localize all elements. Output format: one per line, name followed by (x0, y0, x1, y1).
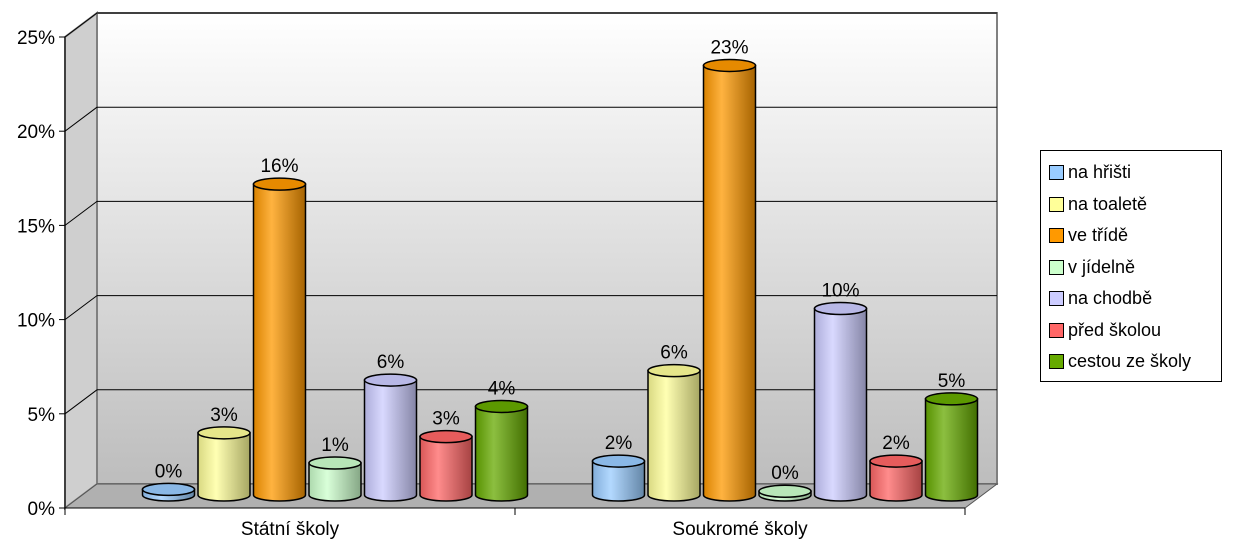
bar (474, 399, 529, 502)
y-tick-label: 0% (28, 499, 56, 520)
gridline-side (64, 106, 98, 132)
bar-top (363, 373, 418, 387)
data-label: 6% (377, 352, 405, 373)
legend-item: v jídelně (1049, 252, 1221, 284)
bar (141, 482, 196, 502)
legend-swatch (1049, 354, 1064, 370)
legend-item: před školou (1049, 315, 1221, 347)
data-label: 0% (771, 463, 799, 484)
gridline-side (64, 200, 98, 226)
bar-top (647, 363, 701, 378)
data-label: 3% (432, 409, 460, 430)
bar-body (252, 183, 307, 502)
legend-swatch (1049, 228, 1064, 244)
bar-top (591, 454, 646, 468)
y-tick-label: 25% (17, 28, 55, 49)
legend-item: na hřišti (1049, 157, 1221, 189)
bar-top (924, 392, 979, 406)
bar (363, 373, 418, 502)
bar (197, 426, 251, 502)
legend-label: na toaletě (1068, 193, 1148, 214)
data-label: 6% (660, 343, 688, 364)
bar (591, 454, 646, 502)
y-tick-label: 20% (17, 122, 55, 143)
legend-item: na toaletě (1049, 189, 1221, 221)
gridline-side (64, 295, 98, 321)
legend-label: na hřišti (1068, 162, 1132, 183)
legend-swatch (1049, 196, 1064, 212)
bar (702, 58, 757, 502)
bar-body (702, 64, 757, 502)
gridline-side (64, 12, 98, 38)
bar-top (758, 484, 812, 498)
data-label: 1% (321, 435, 349, 456)
bar (869, 454, 923, 502)
bar-body (197, 432, 251, 502)
bar (252, 177, 307, 502)
bar-top (702, 58, 757, 73)
bar (813, 301, 868, 502)
data-label: 0% (155, 461, 183, 482)
y-tick-label: 15% (17, 216, 55, 237)
data-label: 23% (710, 37, 748, 58)
y-tick-label: 5% (28, 405, 56, 426)
data-label: 3% (210, 405, 238, 426)
legend-item: ve třídě (1049, 220, 1221, 252)
bar-body (474, 405, 529, 502)
bar-top (813, 301, 868, 316)
bar-body (591, 460, 646, 502)
bar-body (308, 462, 362, 502)
legend-swatch (1049, 165, 1064, 181)
data-label: 2% (605, 433, 633, 454)
side-wall (64, 11, 98, 510)
legend-label: ve třídě (1068, 225, 1129, 246)
bar-body (647, 369, 701, 502)
data-label: 2% (882, 433, 910, 454)
legend-swatch (1049, 259, 1064, 275)
bar-top (474, 399, 529, 414)
bar-top (197, 426, 251, 440)
bar (308, 456, 362, 502)
legend-label: cestou ze školy (1068, 351, 1192, 372)
data-label: 4% (488, 378, 516, 399)
legend-swatch (1049, 291, 1064, 307)
y-tick-label: 10% (17, 311, 55, 332)
bar-body (869, 460, 923, 502)
legend-label: před školou (1068, 319, 1162, 340)
bar-top (252, 177, 307, 191)
bar-body (363, 379, 418, 502)
data-label: 16% (260, 156, 298, 177)
bar-body (419, 435, 473, 502)
legend-label: na chodbě (1068, 288, 1153, 309)
category-label: Státní školy (241, 519, 340, 540)
data-label: 10% (821, 280, 859, 301)
legend-item: cestou ze školy (1049, 346, 1221, 378)
data-label: 5% (938, 371, 966, 392)
bar (924, 392, 979, 502)
bar (419, 429, 473, 502)
bar-body (813, 307, 868, 502)
bar-body (924, 398, 979, 502)
bar (758, 484, 812, 502)
category-label: Soukromé školy (672, 519, 808, 540)
bar-top (141, 482, 196, 497)
legend-swatch (1049, 322, 1064, 338)
bar-top (869, 454, 923, 468)
legend-item: na chodbě (1049, 283, 1221, 315)
bar (647, 363, 701, 502)
bar-top (308, 456, 362, 470)
legend: na hřišti na toaletě ve třídě v jídelně na c… (1040, 150, 1222, 382)
bar-top (419, 429, 473, 444)
gridline-side (64, 389, 98, 415)
legend-label: v jídelně (1068, 256, 1136, 277)
